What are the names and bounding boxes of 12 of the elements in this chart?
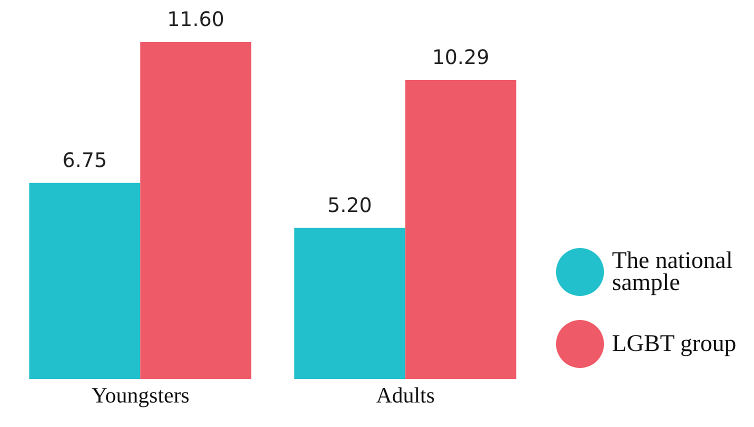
- bar: [29, 182, 140, 379]
- legend-label: LGBT group: [612, 331, 738, 357]
- bar: [294, 228, 406, 379]
- data-label: 5.20: [327, 192, 372, 217]
- legend-label: The national sample: [612, 248, 734, 296]
- data-label: 6.75: [62, 148, 107, 172]
- x-tick-label: Youngsters: [91, 382, 190, 408]
- x-tick-label: Adults: [376, 382, 435, 408]
- data-label: 10.29: [432, 45, 490, 70]
- data-label: 11.60: [167, 7, 224, 31]
- bar: [405, 80, 516, 379]
- bar: [140, 42, 252, 379]
